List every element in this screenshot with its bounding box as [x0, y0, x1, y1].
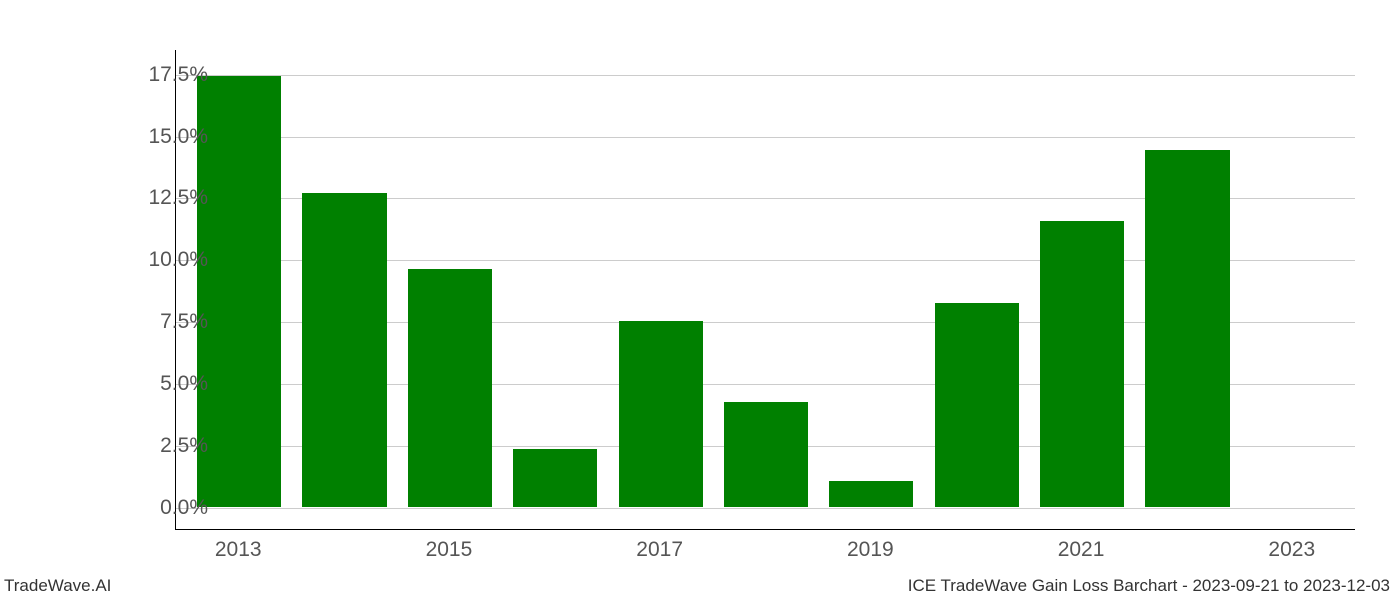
- footer-brand: TradeWave.AI: [4, 576, 111, 596]
- bar: [513, 449, 597, 507]
- y-axis-tick-label: 2.5%: [108, 434, 208, 458]
- y-axis-tick-label: 5.0%: [108, 372, 208, 396]
- y-axis-tick-label: 10.0%: [108, 248, 208, 272]
- bar: [935, 303, 1019, 507]
- x-axis-tick-label: 2019: [847, 538, 894, 562]
- plot-area: [175, 50, 1355, 530]
- gridline: [176, 137, 1355, 138]
- y-axis-tick-label: 12.5%: [108, 186, 208, 210]
- x-axis-tick-label: 2021: [1058, 538, 1105, 562]
- bar: [724, 402, 808, 507]
- y-axis-tick-label: 17.5%: [108, 63, 208, 87]
- bar: [1145, 150, 1229, 506]
- bar: [302, 193, 386, 507]
- footer-title: ICE TradeWave Gain Loss Barchart - 2023-…: [908, 576, 1390, 596]
- x-axis-tick-label: 2015: [426, 538, 473, 562]
- x-axis-tick-label: 2023: [1268, 538, 1315, 562]
- bar: [829, 481, 913, 507]
- y-axis-tick-label: 0.0%: [108, 496, 208, 520]
- bar: [197, 76, 281, 507]
- bar: [408, 269, 492, 507]
- gridline: [176, 75, 1355, 76]
- bar: [1040, 221, 1124, 507]
- x-axis-tick-label: 2017: [636, 538, 683, 562]
- bar: [619, 321, 703, 507]
- x-axis-tick-label: 2013: [215, 538, 262, 562]
- y-axis-tick-label: 15.0%: [108, 125, 208, 149]
- y-axis-tick-label: 7.5%: [108, 310, 208, 334]
- chart-area: [175, 50, 1355, 530]
- gridline: [176, 508, 1355, 509]
